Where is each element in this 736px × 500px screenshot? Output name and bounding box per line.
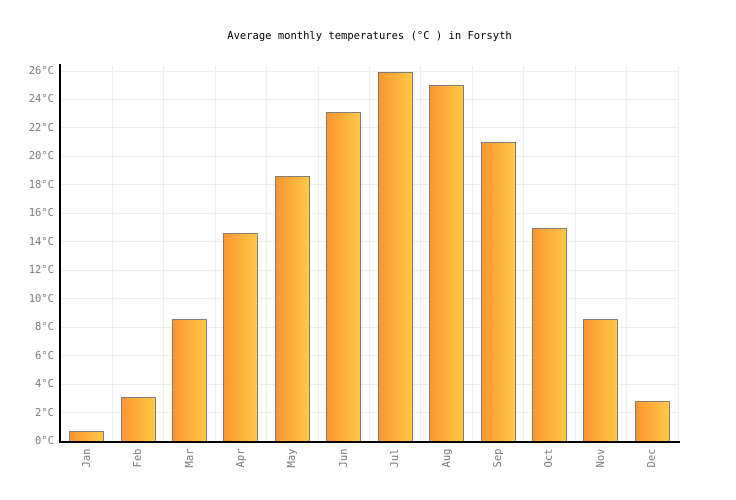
x-tick-label: Mar bbox=[183, 448, 196, 468]
bar-apr bbox=[223, 233, 259, 441]
x-tick-label: Apr bbox=[234, 448, 247, 468]
x-tick-label: Dec bbox=[646, 448, 659, 468]
x-tick-label: Jun bbox=[337, 448, 350, 468]
y-tick-label: 18°C bbox=[28, 178, 54, 191]
vertical-gridline bbox=[677, 66, 679, 441]
vertical-gridline bbox=[111, 66, 113, 441]
bar-mar bbox=[172, 318, 208, 441]
y-tick-label: 0°C bbox=[35, 435, 54, 447]
y-tick-label: 2°C bbox=[35, 406, 54, 419]
y-tick-label: 24°C bbox=[28, 93, 54, 106]
vertical-gridline bbox=[471, 66, 473, 441]
x-tick-label: Feb bbox=[132, 448, 145, 468]
bar-dec bbox=[634, 401, 670, 441]
bar-aug bbox=[429, 85, 465, 441]
y-tick-label: 6°C bbox=[35, 349, 54, 362]
x-tick-label: May bbox=[286, 448, 299, 468]
x-tick-label: Oct bbox=[543, 448, 556, 468]
bar-may bbox=[274, 176, 310, 441]
y-tick-label: 10°C bbox=[28, 292, 54, 305]
x-tick-label: Jan bbox=[80, 448, 93, 468]
y-tick-label: 12°C bbox=[28, 264, 54, 277]
bar-jul bbox=[377, 72, 413, 441]
x-tick-label: Jul bbox=[389, 448, 402, 468]
vertical-gridline bbox=[420, 66, 422, 441]
y-tick-label: 26°C bbox=[28, 65, 54, 77]
vertical-gridline bbox=[266, 66, 268, 441]
y-tick-label: 8°C bbox=[35, 321, 54, 334]
y-tick-label: 4°C bbox=[35, 378, 54, 391]
bar-sep bbox=[480, 142, 516, 441]
x-tick-label: Aug bbox=[440, 448, 453, 468]
x-tick-label: Nov bbox=[594, 448, 607, 468]
vertical-gridline bbox=[317, 66, 319, 441]
vertical-gridline bbox=[163, 66, 165, 441]
vertical-gridline bbox=[523, 66, 525, 441]
x-axis-line bbox=[59, 441, 680, 443]
y-axis-line bbox=[59, 64, 61, 443]
y-tick-label: 16°C bbox=[28, 207, 54, 220]
bar-jun bbox=[326, 112, 362, 441]
y-tick-label: 20°C bbox=[28, 150, 54, 163]
y-tick-label: 22°C bbox=[28, 121, 54, 134]
x-tick-label: Sep bbox=[492, 448, 505, 468]
y-tick-label: 14°C bbox=[28, 235, 54, 248]
bar-jan bbox=[69, 431, 105, 441]
chart-title: Average monthly temperatures (°C ) in Fo… bbox=[227, 30, 512, 42]
vertical-gridline bbox=[574, 66, 576, 441]
bar-oct bbox=[531, 227, 567, 441]
bar-nov bbox=[583, 318, 619, 441]
vertical-gridline bbox=[369, 66, 370, 441]
bar-feb bbox=[120, 396, 156, 441]
vertical-gridline bbox=[626, 66, 628, 441]
vertical-gridline bbox=[214, 66, 216, 441]
